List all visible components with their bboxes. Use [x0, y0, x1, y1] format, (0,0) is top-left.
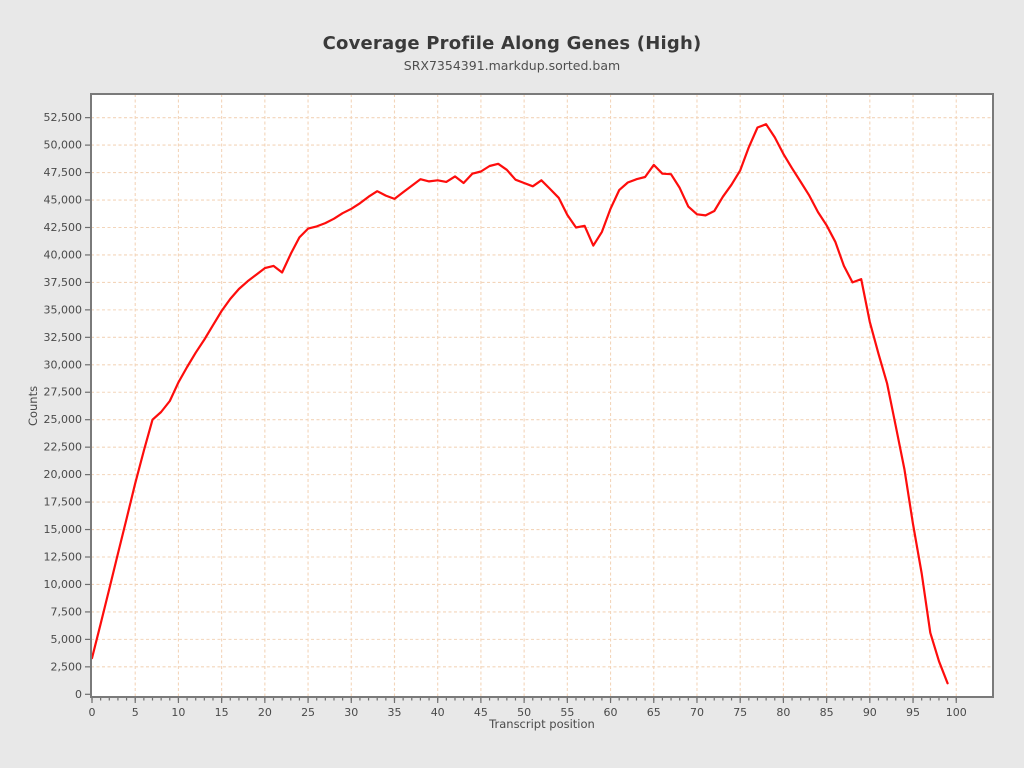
- y-tick-label: 35,000: [44, 303, 83, 316]
- y-tick-label: 42,500: [44, 221, 83, 234]
- y-tick-label: 50,000: [44, 139, 83, 152]
- y-tick-label: 10,000: [44, 578, 83, 591]
- coverage-series-line: [90, 123, 949, 685]
- x-axis-label: Transcript position: [488, 717, 595, 731]
- x-tick-label: 70: [690, 706, 704, 719]
- y-tick-label: 32,500: [44, 331, 83, 344]
- x-tick-label: 10: [171, 706, 185, 719]
- y-tick-label: 17,500: [44, 496, 83, 509]
- x-tick-label: 85: [820, 706, 834, 719]
- x-tick-label: 75: [733, 706, 747, 719]
- plot-border: [90, 93, 994, 698]
- plot-area: [91, 94, 993, 697]
- x-tick-label: 95: [906, 706, 920, 719]
- y-tick-label: 47,500: [44, 166, 83, 179]
- y-tick-label: 30,000: [44, 358, 83, 371]
- y-tick-labels: 0 2,500 5,000 7,500 10,000 12,500 15,000 17,500…: [44, 111, 83, 701]
- x-tick-label: 40: [431, 706, 445, 719]
- chart-subtitle: SRX7354391.markdup.sorted.bam: [403, 58, 621, 73]
- y-tick-label: 45,000: [44, 194, 83, 207]
- y-tick-label: 7,500: [51, 605, 83, 618]
- x-tick-label: 60: [604, 706, 618, 719]
- x-tick-label: 80: [776, 706, 790, 719]
- grid-lines: [91, 94, 993, 697]
- y-tick-label: 37,500: [44, 276, 83, 289]
- y-axis-label: Counts: [26, 386, 40, 426]
- x-tick-label: 0: [89, 706, 96, 719]
- x-tick-label: 30: [344, 706, 358, 719]
- y-tick-label: 40,000: [44, 248, 83, 261]
- x-tick-labels: 0 5 10 15 20 25 30 35 40 45 50 55 60 65 70 75 80 85 90 95 10…: [89, 706, 967, 719]
- x-tick-label: 100: [946, 706, 967, 719]
- x-tick-label: 65: [647, 706, 661, 719]
- x-tick-label: 50: [517, 706, 531, 719]
- y-tick-label: 2,500: [51, 660, 83, 673]
- x-tick-label: 90: [863, 706, 877, 719]
- x-tick-label: 45: [474, 706, 488, 719]
- y-tick-label: 25,000: [44, 413, 83, 426]
- y-tick-label: 0: [75, 688, 82, 701]
- y-tick-label: 5,000: [51, 633, 83, 646]
- x-tick-label: 20: [258, 706, 272, 719]
- x-tick-label: 5: [132, 706, 139, 719]
- x-tick-label: 25: [301, 706, 315, 719]
- x-tick-label: 15: [215, 706, 229, 719]
- x-tick-label: 35: [387, 706, 401, 719]
- y-tick-label: 15,000: [44, 523, 83, 536]
- y-tick-label: 12,500: [44, 551, 83, 564]
- y-tick-label: 52,500: [44, 111, 83, 124]
- axis-ticks: [85, 117, 957, 703]
- y-tick-label: 27,500: [44, 386, 83, 399]
- chart-title: Coverage Profile Along Genes (High): [322, 33, 702, 54]
- y-tick-label: 22,500: [44, 441, 83, 454]
- x-tick-label: 55: [560, 706, 574, 719]
- y-tick-label: 20,000: [44, 468, 83, 481]
